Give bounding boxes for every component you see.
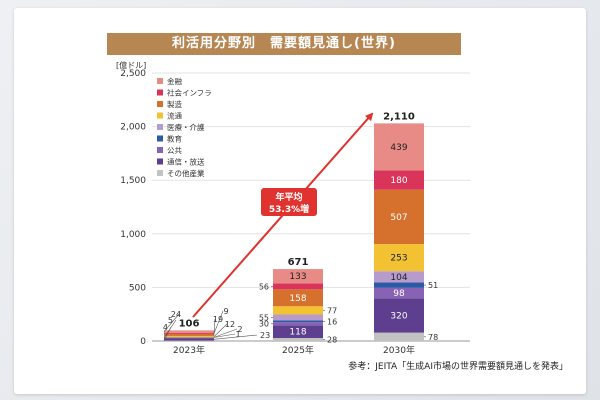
legend-label: 教育 <box>167 134 182 144</box>
leader-line <box>213 328 238 338</box>
bar-segment <box>164 338 214 341</box>
segment-label: 56 <box>259 282 269 291</box>
leader-line <box>213 310 224 334</box>
source-note: 参考：JEITA「生成AI市場の世界需要額見通しを発表」 <box>348 362 568 372</box>
legend-swatch <box>157 89 163 96</box>
total-label: 106 <box>179 318 200 329</box>
y-tick-label: 1,500 <box>120 176 146 186</box>
segment-label: 28 <box>327 335 337 344</box>
legend-label: その他産業 <box>167 168 205 178</box>
leader-line <box>213 318 216 335</box>
leader-line <box>213 334 258 340</box>
segment-label: 133 <box>289 272 306 282</box>
y-tick-label: 2,500 <box>120 69 146 79</box>
segment-label: 5 <box>168 316 173 325</box>
bar-segment <box>374 170 424 190</box>
segment-label: 78 <box>428 333 438 342</box>
legend-swatch <box>157 124 163 130</box>
segment-label: 2 <box>237 325 242 334</box>
bar-segment <box>374 244 424 272</box>
bar-segment <box>273 322 323 326</box>
y-tick-label: 2,000 <box>120 123 146 133</box>
legend-label: 製造 <box>167 99 182 109</box>
segment-label: 77 <box>327 306 337 315</box>
bar-segment <box>374 271 424 283</box>
bar-segment <box>374 189 424 245</box>
x-tick-label: 2030年 <box>383 344 415 356</box>
legend-swatch <box>157 135 163 142</box>
leader-line <box>213 333 236 338</box>
segment-label: 320 <box>390 311 407 321</box>
bar-segment <box>374 298 424 333</box>
growth-badge <box>261 188 317 216</box>
segment-label: 439 <box>390 143 407 153</box>
bar-segment <box>374 282 424 288</box>
bar-segment <box>164 337 214 339</box>
segment-label: 507 <box>390 213 407 223</box>
bar-segment <box>273 283 323 290</box>
segment-label: 51 <box>428 281 438 290</box>
legend-label: 公共 <box>167 146 182 155</box>
leader-line <box>163 313 180 332</box>
legend-label: 医療・介護 <box>167 122 205 132</box>
bar-segment <box>273 306 323 315</box>
segment-label: 24 <box>171 310 181 319</box>
leader-line <box>213 323 228 337</box>
bar-segment <box>273 269 323 284</box>
legend-swatch <box>157 101 163 107</box>
y-tick-label: 0 <box>140 337 146 347</box>
segment-label: 9 <box>223 307 228 316</box>
y-tick-label: 500 <box>129 283 146 293</box>
segment-label: 118 <box>289 328 306 338</box>
segment-label: 253 <box>390 254 407 264</box>
legend-swatch <box>157 170 163 176</box>
segment-label: 158 <box>289 294 306 304</box>
bar-segment <box>273 314 323 321</box>
bar-segment <box>374 332 424 341</box>
bar-segment <box>164 330 214 333</box>
segment-label: 55 <box>259 313 269 322</box>
bar-segment <box>164 333 214 336</box>
segment-label: 19 <box>213 315 223 324</box>
segment-label: 180 <box>390 176 407 186</box>
legend-swatch <box>157 112 163 119</box>
bar-segment <box>273 337 323 341</box>
y-tick-label: 1,000 <box>120 230 146 240</box>
bar-segment <box>374 287 424 299</box>
legend-label: 流通 <box>167 111 182 121</box>
segment-label: 98 <box>393 289 405 299</box>
growth-label-line2: 53.3%増 <box>269 203 309 215</box>
legend-swatch <box>157 78 163 84</box>
leader-line <box>163 319 177 339</box>
bar-segment <box>374 123 424 171</box>
segment-label: 12 <box>225 320 235 329</box>
bar-segment <box>273 325 323 338</box>
segment-label: 16 <box>327 317 337 326</box>
legend-label: 金融 <box>167 76 182 86</box>
segment-label: 104 <box>390 273 407 283</box>
x-tick-label: 2023年 <box>173 344 205 356</box>
total-label: 2,110 <box>383 111 415 122</box>
bar-segment <box>273 320 323 323</box>
legend-swatch <box>157 147 163 153</box>
segment-label: 30 <box>259 320 269 329</box>
x-tick-label: 2025年 <box>282 344 314 356</box>
bar-segment <box>164 332 214 334</box>
chart-title: 利活用分野別 需要額見通し(世界) <box>107 33 461 55</box>
legend-label: 社会インフラ <box>167 88 212 98</box>
segment-label: 23 <box>260 331 270 340</box>
legend-label: 通信・放送 <box>167 157 205 167</box>
segment-label: 4 <box>163 323 168 332</box>
y-axis-unit: [億ドル] <box>116 60 146 70</box>
bar-segment <box>273 289 323 307</box>
bar-segment <box>164 335 214 338</box>
growth-label-line1: 年平均 <box>275 191 302 203</box>
total-label: 671 <box>288 257 309 268</box>
legend-swatch <box>157 158 163 165</box>
segment-label: 1 <box>235 330 240 339</box>
